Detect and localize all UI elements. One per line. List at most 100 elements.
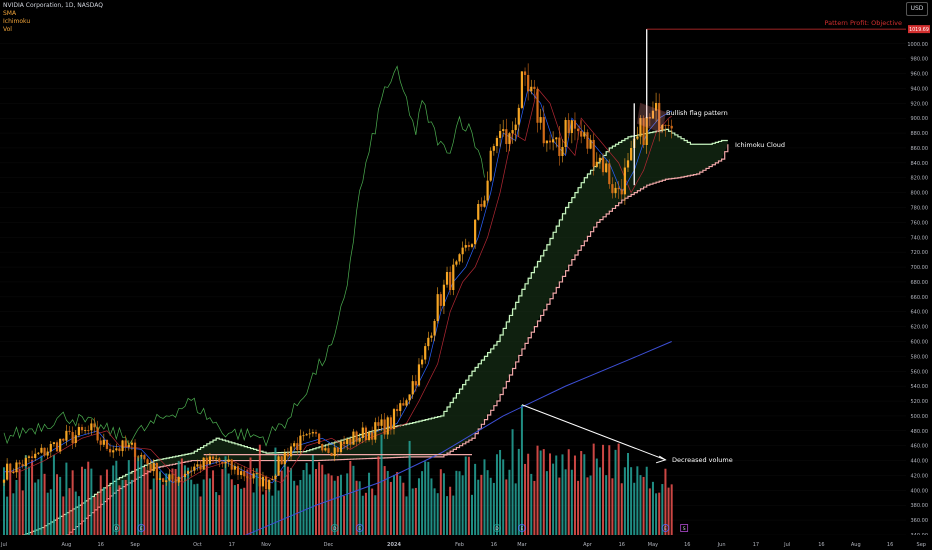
volume-bar	[645, 466, 648, 535]
candle-body	[211, 456, 215, 460]
candle-body	[152, 462, 155, 472]
candle-body	[12, 472, 15, 473]
time-tick-label: 17	[229, 542, 235, 548]
volume-bar	[492, 482, 495, 535]
candle-body	[636, 136, 639, 139]
candle-body	[168, 474, 171, 481]
candle-body	[339, 441, 343, 453]
volume-bar	[93, 496, 96, 535]
volume-bar	[118, 485, 121, 535]
candle-body	[274, 475, 277, 480]
candle-body	[224, 461, 227, 464]
volume-bar	[661, 484, 664, 535]
price-tick-label: 460.00	[911, 444, 929, 450]
volume-bar	[124, 479, 127, 535]
volume-bar	[502, 459, 505, 535]
legend-title[interactable]: NVIDIA Corporation, 1D, NASDAQ	[3, 2, 103, 9]
candle-body	[430, 335, 433, 338]
candle-body	[230, 459, 233, 470]
candle-body	[527, 74, 530, 92]
candle-body	[27, 456, 31, 458]
candle-body	[383, 419, 386, 435]
volume-bar	[12, 493, 15, 535]
price-axis[interactable]: 1000.00 980.00 960.00 940.00 920.00 900.00 880…	[906, 0, 932, 550]
candle-body	[202, 457, 205, 470]
candle-body	[639, 118, 642, 137]
candle-body	[361, 427, 364, 438]
volume-bar	[570, 469, 573, 535]
candle-body	[486, 180, 489, 201]
candle-body	[62, 438, 65, 441]
candle-body	[158, 478, 162, 480]
volume-bar	[424, 461, 427, 535]
volume-bar	[115, 460, 118, 535]
candle-body	[433, 320, 436, 336]
volume-bar	[215, 492, 218, 535]
candle-body	[539, 117, 542, 123]
candle-body	[374, 422, 377, 440]
price-tick-label: 740.00	[911, 235, 929, 241]
candle-body	[65, 430, 68, 441]
candle-body	[59, 438, 62, 452]
volume-bar	[146, 469, 149, 535]
volume-bar	[630, 467, 633, 535]
candle-body	[280, 456, 283, 465]
price-tick-label: 760.00	[911, 220, 929, 226]
volume-bar	[227, 473, 230, 535]
candle-body	[530, 86, 533, 92]
candle-body	[411, 381, 414, 395]
volume-bar	[517, 448, 520, 535]
price-tick-label: 660.00	[911, 295, 929, 301]
candle-body	[483, 200, 486, 207]
candle-body	[617, 187, 620, 190]
volume-bar	[552, 463, 555, 535]
time-tick-label: Jul	[783, 542, 790, 548]
price-tick-label: 880.00	[911, 131, 929, 137]
candle-body	[576, 128, 580, 132]
legend-vol[interactable]: Vol	[3, 26, 12, 33]
volume-bar	[37, 479, 40, 535]
volume-bar	[143, 467, 146, 535]
legend-ichimoku[interactable]: Ichimoku	[3, 18, 31, 25]
flag-channel	[636, 102, 666, 134]
volume-bar	[68, 488, 71, 535]
volume-bar	[24, 455, 27, 535]
candle-body	[6, 463, 9, 480]
volume-bar	[274, 447, 277, 535]
candle-body	[24, 457, 27, 467]
volume-bar	[290, 467, 293, 535]
candle-body	[121, 440, 124, 452]
time-tick-label: Nov	[261, 542, 271, 548]
time-axis[interactable]: Jul Aug 16 Sep Oct 17 Nov Dec 2024 Feb 16 Mar Apr 16 M…	[0, 535, 932, 550]
volume-bar	[299, 479, 302, 535]
volume-bar	[583, 454, 586, 535]
event-marker-label: E	[140, 526, 143, 532]
volume-bar	[368, 472, 371, 535]
candle-body	[252, 473, 255, 479]
candle-body	[112, 450, 115, 453]
time-tick-label: 16	[684, 542, 690, 548]
volume-bar	[324, 474, 327, 535]
currency-button[interactable]: USD	[906, 2, 928, 16]
volume-bar	[648, 488, 651, 535]
candle-body	[21, 464, 24, 467]
volume-bar	[240, 488, 243, 535]
legend-sma[interactable]: SMA	[3, 10, 17, 17]
volume-bar	[99, 475, 102, 535]
volume-bar	[77, 496, 80, 535]
volume-bar	[9, 471, 12, 535]
candle-body	[330, 452, 333, 457]
event-marker	[112, 524, 121, 532]
volume-bar	[283, 458, 286, 535]
price-tick-label: 480.00	[911, 429, 929, 435]
candle-body	[77, 427, 80, 436]
volume-bar	[489, 477, 492, 535]
volume-bar	[305, 462, 308, 535]
volume-bar	[127, 460, 130, 535]
volume-bar	[321, 464, 324, 535]
candle-body	[517, 107, 520, 125]
candle-body	[30, 456, 34, 459]
volume-bar	[152, 478, 155, 535]
price-tick-label: 680.00	[911, 280, 929, 286]
